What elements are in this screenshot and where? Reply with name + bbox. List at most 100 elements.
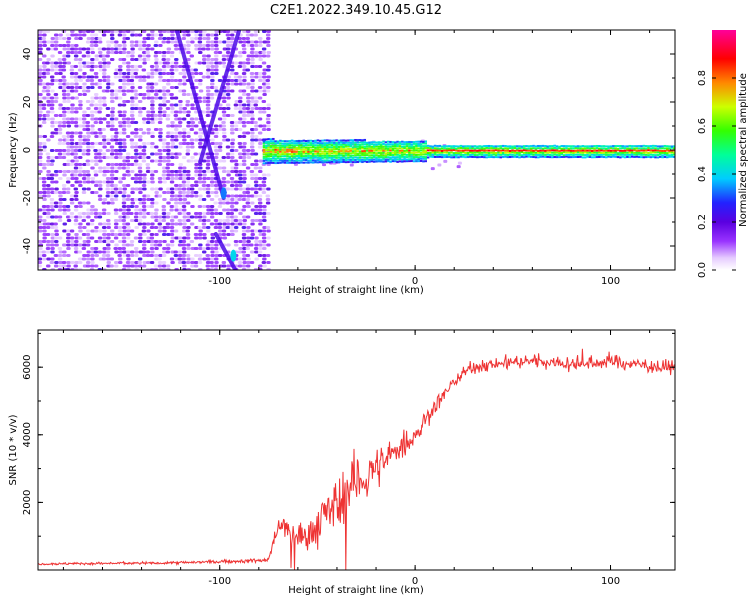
spectrogram-cell [161, 72, 167, 75]
spectrogram-cell [605, 151, 608, 154]
spectrogram-cell [307, 161, 310, 164]
spectrogram-cell [253, 159, 259, 163]
spectrogram-cell [89, 68, 95, 72]
spectrogram-cell [182, 208, 187, 212]
spectrogram-cell [473, 147, 477, 150]
spectrogram-cell [424, 156, 427, 159]
spectrogram-cell [242, 222, 247, 226]
spectrogram-cell [149, 159, 155, 163]
spectrogram-cell [109, 47, 115, 51]
spectrogram-cell [46, 86, 51, 89]
spectrogram-cell [644, 145, 648, 148]
spectrogram-cell [447, 155, 451, 158]
spectrogram-cell [57, 149, 63, 152]
spectrogram-cell [480, 151, 484, 154]
spectrogram-cell [272, 157, 275, 160]
spectrogram-cell [78, 47, 83, 51]
spectrogram-cell [335, 146, 338, 149]
spectrogram-cell [520, 146, 524, 149]
spectrogram-cell [134, 177, 139, 180]
spectrogram-cell [265, 145, 268, 148]
spectrogram-cell [241, 198, 247, 201]
spectrogram-cell [173, 65, 179, 68]
spectrogram-cell [86, 250, 91, 254]
spectrogram-cell [105, 240, 111, 243]
spectrogram-cell [546, 147, 549, 150]
spectrogram-cell [174, 173, 179, 177]
spectrogram-cell [41, 208, 47, 212]
spectrogram-cell [137, 177, 143, 180]
spectrogram-cell [233, 208, 239, 212]
spectrogram-cell [170, 110, 175, 114]
spectrogram-cell [408, 147, 411, 150]
spectrogram-cell [154, 145, 159, 149]
spectrogram-cell [544, 149, 547, 152]
spectrogram-cell [539, 155, 542, 158]
spectrogram-cell [133, 159, 139, 163]
spectrogram-cell [66, 61, 72, 65]
spectrogram-cell [153, 226, 159, 229]
spectrogram-cell [375, 156, 378, 159]
spectrogram-cell [214, 65, 219, 68]
spectrogram-cell [394, 143, 397, 146]
spectrogram-cell [98, 131, 103, 135]
spectrogram-cell [241, 159, 247, 163]
spectrogram-cell [85, 229, 91, 233]
spectrogram-cell [205, 247, 211, 250]
spectrogram-cell [198, 89, 204, 93]
spectrogram-cell [146, 131, 151, 135]
spectrogram-cell [105, 243, 111, 247]
spectrogram-cell [647, 147, 650, 150]
spectrogram-cell [541, 149, 545, 152]
spectrogram-cell [229, 159, 235, 163]
spectrogram-cell [149, 261, 155, 264]
spectrogram-cell [349, 143, 352, 146]
spectrogram-cell [250, 201, 255, 205]
spectrogram-cell [153, 243, 159, 247]
spectrogram-cell [304, 150, 308, 153]
spectrogram-cell [49, 100, 55, 103]
spectrogram-cell [628, 151, 631, 154]
spectrogram-cell [377, 156, 381, 159]
spectrogram-cell [162, 138, 167, 142]
spectrogram-cell [541, 153, 545, 156]
spectrogram-cell [266, 86, 271, 89]
spectrogram-cell [181, 30, 187, 33]
spectrogram-cell [81, 187, 87, 191]
spectrogram-cell [50, 131, 55, 135]
spectrogram-cell [97, 180, 103, 184]
spectrogram-cell [238, 61, 243, 65]
spectrogram-cell [340, 150, 343, 153]
spectrogram-cell [379, 143, 383, 146]
spectrogram-cell [110, 138, 115, 142]
spectrogram-cell [245, 58, 251, 61]
spectrogram-cell [218, 128, 223, 131]
spectrogram-cell [54, 72, 59, 75]
spectrogram-cell [50, 40, 55, 44]
spectrogram-cell [77, 170, 83, 173]
spectrogram-cell [82, 110, 87, 114]
spectrogram-cell [114, 68, 120, 72]
spectrogram-cell [97, 152, 102, 156]
spectrogram-cell [405, 147, 409, 150]
spectrogram-cell [105, 156, 111, 159]
spectrogram-cell [607, 155, 610, 158]
spectrogram-cell [405, 143, 409, 146]
spectrogram-cell [201, 61, 207, 65]
spectrogram-cell [182, 250, 187, 254]
spectrogram-cell [41, 82, 47, 86]
spectrogram-cell [157, 149, 163, 152]
spectrogram-cell [58, 198, 64, 201]
spectrogram-cell [53, 40, 59, 44]
spectrogram-cell [153, 44, 159, 47]
spectrogram-cell [114, 89, 119, 93]
spectrogram-cell [85, 121, 91, 124]
spectrogram-cell [588, 151, 592, 154]
spectrogram-cell [54, 149, 59, 152]
spectrogram-cell [246, 40, 251, 44]
spectrogram-cell [150, 103, 155, 107]
spectrogram-cell [170, 156, 175, 159]
spectrogram-cell [281, 155, 284, 158]
spectrogram-cell [121, 212, 127, 215]
